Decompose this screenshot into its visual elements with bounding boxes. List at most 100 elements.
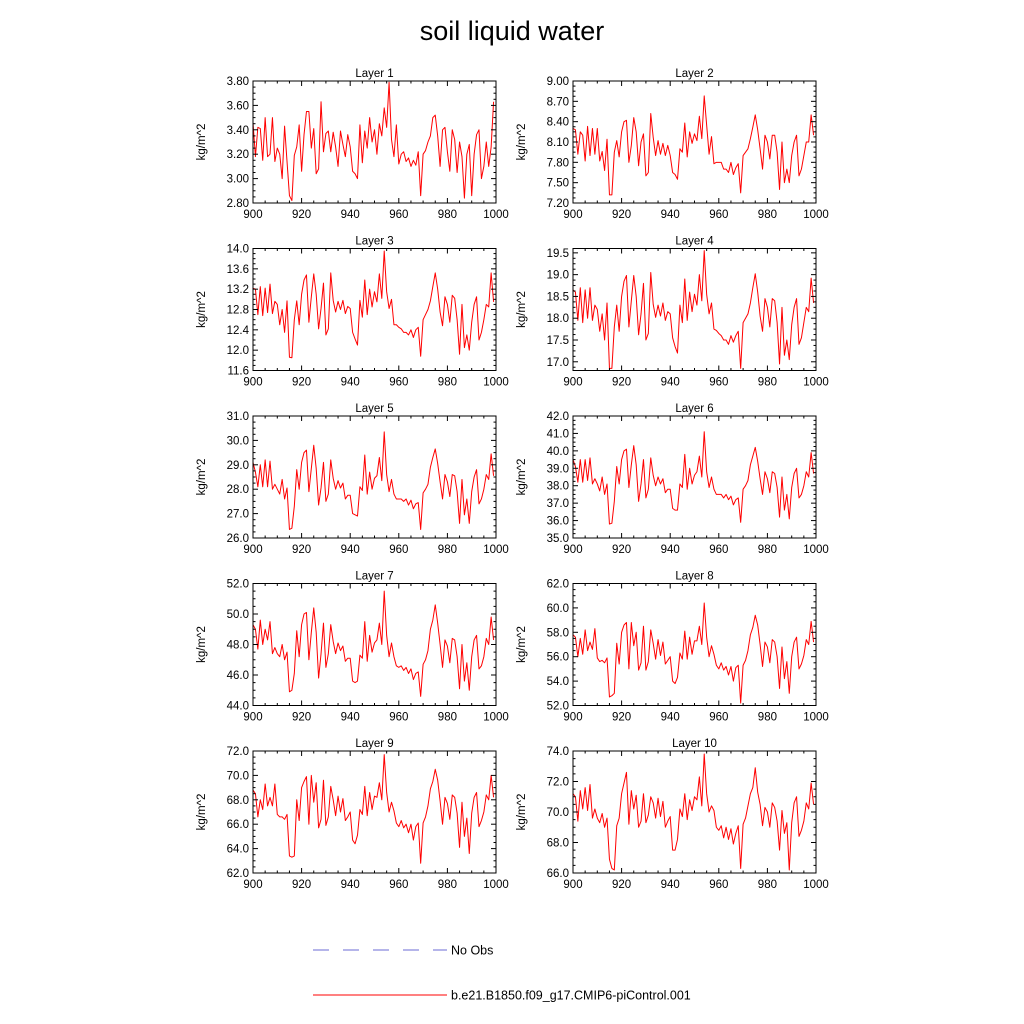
- layer-2-ytick-label: 7.20: [547, 198, 569, 210]
- layer-3-panel: Layer 3 kg/m^2 900 920 940 960 980 1000 11.6 12.0…: [196, 236, 509, 389]
- layer-7-ytick-label: 44.0: [227, 701, 249, 713]
- layer-10-frame: [572, 750, 817, 874]
- layer-5-frame: [252, 415, 497, 539]
- layer-1-ylabel: kg/m^2: [196, 124, 208, 161]
- layer-7-ytick-label: 46.0: [227, 670, 249, 682]
- layer-5-ytick-label: 28.0: [227, 484, 249, 496]
- layer-4-ytick-label: 17.0: [547, 357, 569, 369]
- layer-9-panel: Layer 9 kg/m^2 900 920 940 960 980 1000 62.0 64.0…: [196, 738, 509, 891]
- layer-6-xtick-label: 980: [758, 544, 777, 556]
- layer-5-xtick-label: 1000: [483, 544, 509, 556]
- layer-5-xtick-label: 980: [438, 544, 457, 556]
- layer-8-panel: Layer 8 kg/m^2 900 920 940 960 980 1000 52.0 54.0…: [516, 571, 829, 724]
- layer-10-ytick-label: 70.0: [547, 807, 569, 819]
- layer-6-xtick-label: 940: [661, 544, 680, 556]
- layer-3-xtick-label: 1000: [483, 377, 509, 389]
- layer-10-xtick-label: 900: [563, 879, 582, 891]
- layer-8-ytick-label: 58.0: [547, 627, 569, 639]
- legend-model-label: b.e21.B1850.f09_g17.CMIP6-piControl.001: [451, 989, 691, 1003]
- layer-8-ylabel: kg/m^2: [516, 626, 528, 663]
- layer-1-ytick-label: 3.00: [227, 174, 249, 186]
- legend-no-obs-label: No Obs: [451, 944, 493, 958]
- layer-9-ytick-label: 66.0: [227, 819, 249, 831]
- layer-5-xtick-label: 960: [389, 544, 408, 556]
- layer-1-ytick-label: 3.20: [227, 149, 249, 161]
- layer-6-ytick-label: 36.0: [547, 516, 569, 528]
- layer-2-xtick-label: 960: [709, 209, 728, 221]
- layer-9-xtick-label: 1000: [483, 879, 509, 891]
- layer-3-ytick-label: 14.0: [227, 244, 249, 256]
- layer-9-xtick-label: 900: [243, 879, 262, 891]
- layer-8-ytick-label: 54.0: [547, 676, 569, 688]
- layer-7-panel: Layer 7 kg/m^2 900 920 940 960 980 1000 44.0 46.0…: [196, 571, 509, 724]
- layer-8-xtick-label: 940: [661, 712, 680, 724]
- layer-3-xtick-label: 900: [243, 377, 262, 389]
- layer-6-series-line: [572, 431, 815, 525]
- layer-10-xtick-label: 1000: [803, 879, 829, 891]
- layer-6-ytick-label: 40.0: [547, 446, 569, 458]
- layer-3-series-line: [252, 250, 495, 359]
- layer-10-series-line: [572, 753, 815, 871]
- layer-1-title: Layer 1: [355, 68, 393, 80]
- layer-3-title: Layer 3: [355, 236, 393, 248]
- layer-9-ytick-label: 62.0: [227, 868, 249, 880]
- layer-4-xtick-label: 980: [758, 377, 777, 389]
- layer-4-panel: Layer 4 kg/m^2 900 920 940 960 980 1000 17.0 17.5…: [516, 236, 829, 389]
- layer-1-series-line: [252, 81, 495, 202]
- layer-5-xtick-label: 900: [243, 544, 262, 556]
- layer-8-xtick-label: 980: [758, 712, 777, 724]
- layer-3-ytick-label: 11.6: [227, 366, 249, 378]
- layer-2-xtick-label: 920: [612, 209, 631, 221]
- layer-3-frame: [252, 248, 497, 371]
- layer-8-ytick-label: 60.0: [547, 603, 569, 615]
- layer-6-title: Layer 6: [675, 403, 713, 415]
- layer-8-xtick-label: 920: [612, 712, 631, 724]
- layer-3-ytick-label: 12.0: [227, 345, 249, 357]
- layer-5-ytick-label: 26.0: [227, 533, 249, 545]
- layer-8-title: Layer 8: [675, 571, 713, 583]
- layer-9-ytick-label: 68.0: [227, 795, 249, 807]
- layer-6-xtick-label: 900: [563, 544, 582, 556]
- layer-7-ylabel: kg/m^2: [196, 626, 208, 663]
- layer-1-ytick-label: 3.80: [227, 76, 249, 88]
- layer-2-xtick-label: 980: [758, 209, 777, 221]
- layer-8-series-line: [572, 602, 815, 704]
- layer-1-xtick-label: 940: [341, 209, 360, 221]
- layer-5-ytick-label: 30.0: [227, 435, 249, 447]
- layer-7-ytick-label: 52.0: [227, 579, 249, 591]
- layer-9-ylabel: kg/m^2: [196, 794, 208, 831]
- layer-7-xtick-label: 960: [389, 712, 408, 724]
- layer-2-ytick-label: 9.00: [547, 76, 569, 88]
- layer-5-ytick-label: 27.0: [227, 509, 249, 521]
- layer-2-ytick-label: 8.10: [547, 137, 569, 149]
- layer-3-ytick-label: 12.8: [227, 305, 249, 317]
- layer-4-ytick-label: 17.5: [547, 335, 569, 347]
- layer-2-frame: [572, 80, 817, 204]
- layer-2-series-line: [572, 95, 815, 196]
- layer-7-ytick-label: 50.0: [227, 609, 249, 621]
- panels: Layer 1 kg/m^2 900 920 940 960 980 1000 2.80 3.00…: [196, 68, 829, 891]
- layer-4-title: Layer 4: [675, 236, 714, 248]
- layer-10-ytick-label: 68.0: [547, 838, 569, 850]
- layer-9-title: Layer 9: [355, 738, 393, 750]
- layer-5-ytick-label: 31.0: [227, 411, 249, 423]
- layer-7-xtick-label: 900: [243, 712, 262, 724]
- layer-5-panel: Layer 5 kg/m^2 900 920 940 960 980 1000 26.0 27.0…: [196, 403, 509, 556]
- layer-6-panel: Layer 6 kg/m^2 900 920 940 960 980 1000 35.0 36.0…: [516, 403, 829, 556]
- layer-8-frame: [572, 583, 817, 706]
- layer-8-ytick-label: 56.0: [547, 652, 569, 664]
- layer-8-ytick-label: 62.0: [547, 579, 569, 591]
- layer-2-xtick-label: 940: [661, 209, 680, 221]
- layer-10-xtick-label: 960: [709, 879, 728, 891]
- layer-3-ylabel: kg/m^2: [196, 291, 208, 328]
- layer-2-xtick-label: 1000: [803, 209, 829, 221]
- layer-8-ytick-label: 52.0: [547, 701, 569, 713]
- layer-9-ytick-label: 64.0: [227, 844, 249, 856]
- layer-8-xtick-label: 900: [563, 712, 582, 724]
- layer-9-xtick-label: 980: [438, 879, 457, 891]
- layer-10-xtick-label: 980: [758, 879, 777, 891]
- layer-3-ytick-label: 13.2: [227, 284, 249, 296]
- layer-7-xtick-label: 1000: [483, 712, 509, 724]
- layer-2-ylabel: kg/m^2: [516, 124, 528, 161]
